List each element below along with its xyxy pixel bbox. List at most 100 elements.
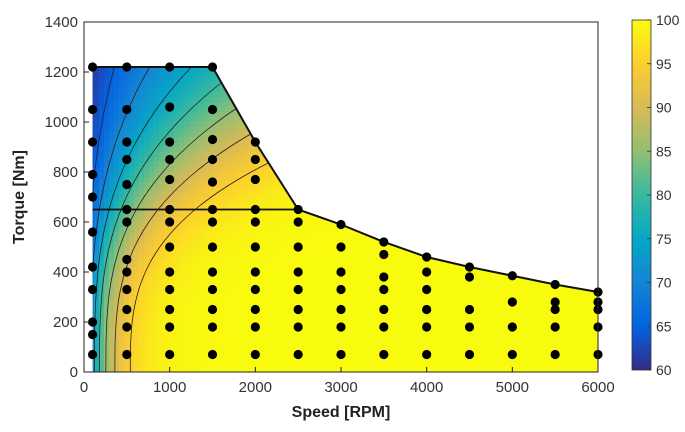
operating-point	[122, 62, 132, 72]
operating-point	[87, 349, 98, 360]
operating-point	[464, 349, 475, 360]
operating-point	[293, 322, 303, 332]
operating-point	[122, 154, 132, 165]
operating-point	[165, 137, 175, 147]
operating-point	[507, 322, 517, 332]
operating-point	[122, 254, 132, 265]
operating-point	[87, 329, 98, 340]
operating-point	[293, 242, 303, 252]
operating-point	[165, 217, 175, 227]
operating-point	[165, 154, 175, 165]
operating-point	[464, 272, 475, 282]
operating-point	[122, 349, 132, 360]
operating-point	[122, 104, 132, 115]
operating-point	[293, 304, 303, 315]
operating-point	[87, 284, 98, 295]
operating-points	[87, 62, 603, 360]
operating-point	[422, 267, 432, 277]
operating-point	[293, 204, 303, 215]
operating-point	[379, 249, 389, 260]
operating-point	[207, 177, 218, 187]
operating-point	[250, 349, 260, 360]
operating-point	[207, 134, 218, 145]
operating-point	[87, 227, 98, 237]
operating-point	[250, 204, 260, 215]
x-tick-label: 5000	[496, 379, 529, 396]
operating-point	[87, 104, 98, 115]
colorbar-tick-label: 60	[656, 362, 672, 378]
colorbar: 60 65 70 75 80 85 90 95 100	[631, 12, 680, 378]
operating-point	[207, 242, 218, 252]
operating-point	[87, 62, 98, 72]
operating-point	[336, 267, 346, 277]
y-axis-label: Torque [Nm]	[11, 150, 28, 244]
x-tick-label: 2000	[239, 379, 272, 396]
operating-point	[207, 284, 218, 295]
operating-point	[122, 284, 132, 295]
operating-point	[207, 104, 218, 115]
operating-point	[250, 304, 260, 315]
operating-point	[250, 322, 260, 332]
operating-point	[87, 137, 98, 147]
operating-point	[207, 267, 218, 277]
operating-point	[379, 284, 389, 295]
operating-point	[250, 267, 260, 277]
operating-point	[207, 322, 218, 332]
operating-point	[336, 284, 346, 295]
operating-point	[550, 349, 560, 360]
operating-point	[379, 304, 389, 315]
operating-point	[87, 169, 98, 180]
x-tick-label: 0	[80, 379, 88, 396]
operating-point	[507, 297, 517, 307]
operating-point	[250, 284, 260, 295]
y-tick-label: 200	[53, 314, 78, 331]
operating-point	[379, 322, 389, 332]
operating-point	[422, 304, 432, 315]
operating-point	[165, 242, 175, 252]
y-tick-label: 800	[53, 164, 78, 181]
operating-point	[165, 267, 175, 277]
operating-point	[550, 304, 560, 315]
operating-point	[122, 217, 132, 227]
operating-point	[336, 219, 346, 230]
operating-point	[207, 349, 218, 360]
operating-point	[87, 262, 98, 272]
operating-point	[87, 192, 98, 202]
operating-point	[122, 137, 132, 147]
x-tick-label: 6000	[581, 379, 614, 396]
operating-point	[165, 174, 175, 185]
operating-point	[336, 304, 346, 315]
operating-point	[122, 322, 132, 332]
operating-point	[422, 284, 432, 295]
operating-point	[165, 304, 175, 315]
contour-line	[92, 67, 129, 372]
y-tick-label: 0	[70, 364, 78, 381]
axes: 0 1000 2000 3000 4000 5000 6000 0 200 400 600 800 10…	[11, 14, 615, 421]
operating-point	[165, 284, 175, 295]
operating-point	[87, 317, 98, 327]
operating-point	[207, 304, 218, 315]
operating-point	[422, 322, 432, 332]
operating-point	[507, 271, 517, 281]
operating-point	[165, 322, 175, 332]
operating-point	[165, 102, 175, 112]
operating-point	[165, 62, 175, 72]
operating-point	[550, 279, 560, 290]
contour-line	[94, 67, 242, 372]
x-tick-label: 1000	[153, 379, 186, 396]
colorbar-tick-label: 95	[656, 56, 672, 72]
colorbar-tick-label: 100	[656, 12, 680, 28]
operating-point	[250, 174, 260, 185]
operating-point	[464, 322, 475, 332]
y-tick-label: 1000	[45, 114, 78, 131]
colorbar-tick-label: 65	[656, 318, 672, 334]
operating-point	[122, 179, 132, 190]
operating-point	[422, 252, 432, 262]
operating-point	[507, 349, 517, 360]
operating-point	[207, 204, 218, 215]
operating-point	[336, 322, 346, 332]
operating-point	[207, 62, 218, 72]
operating-point	[122, 204, 132, 215]
operating-point	[379, 349, 389, 360]
